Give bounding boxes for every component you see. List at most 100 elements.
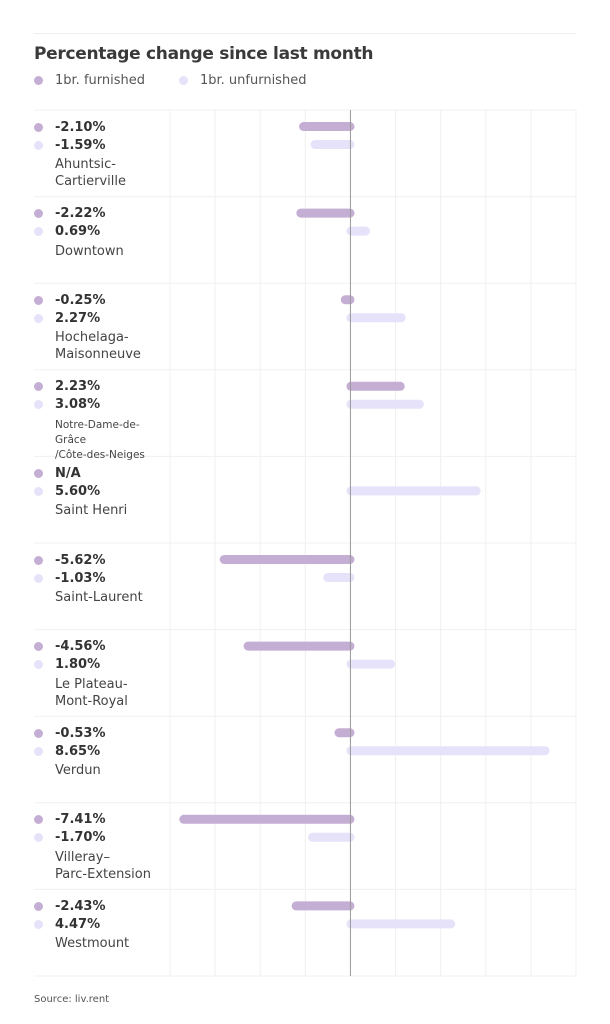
row-label: -0.53% 8.65% Verdun	[34, 724, 164, 779]
value-label: 0.69%	[55, 224, 101, 240]
dot-unfurnished	[34, 140, 43, 150]
chart-title: Percentage change since last month	[34, 44, 374, 64]
bar-unfurnished	[346, 399, 424, 409]
value-unfurnished: -1.70%	[34, 829, 164, 847]
dot-furnished	[34, 728, 43, 738]
value-furnished: -4.56%	[34, 638, 164, 656]
top-divider	[34, 33, 576, 34]
value-unfurnished: 5.60%	[34, 482, 164, 500]
bar-unfurnished	[346, 313, 406, 323]
dot-furnished	[34, 209, 43, 219]
bar-unfurnished	[323, 573, 355, 582]
category-label: Hochelaga- Maisonneuve	[55, 330, 141, 363]
value-label: 2.27%	[55, 310, 101, 326]
value-label: -0.25%	[55, 292, 106, 308]
category-label: Villeray– Parc-Extension	[55, 849, 151, 882]
legend-dot-unfurnished	[178, 76, 188, 85]
category-label: Westmount	[55, 936, 130, 952]
value-label: -5.62%	[55, 552, 106, 568]
dot-unfurnished	[34, 833, 43, 843]
value-furnished: -5.62%	[34, 551, 164, 569]
dot-furnished	[34, 901, 43, 911]
value-label: 8.65%	[55, 743, 101, 759]
dot-unfurnished	[34, 400, 43, 410]
legend-item-furnished: 1br. furnished	[34, 73, 145, 88]
value-label: -4.56%	[55, 639, 106, 655]
bar-furnished	[346, 381, 405, 391]
value-label: -2.10%	[55, 119, 106, 135]
dot-furnished	[34, 555, 43, 565]
value-label: -1.03%	[55, 570, 106, 586]
dot-furnished	[34, 382, 43, 392]
bar-unfurnished	[346, 486, 481, 496]
value-furnished: -0.53%	[34, 724, 164, 742]
bar-furnished	[340, 295, 355, 305]
dot-furnished	[34, 295, 43, 305]
value-furnished: -2.43%	[34, 897, 164, 915]
category-label: Saint Henri	[55, 503, 128, 519]
value-furnished: -2.10%	[34, 118, 164, 136]
bar-unfurnished	[346, 919, 456, 929]
value-label: 3.08%	[55, 397, 101, 413]
bar-furnished	[243, 641, 355, 651]
value-label: 5.60%	[55, 483, 101, 499]
dot-unfurnished	[34, 313, 43, 323]
value-furnished: -2.22%	[34, 205, 164, 223]
bar-unfurnished	[310, 140, 355, 149]
category-label: Ahuntsic- Cartierville	[55, 157, 126, 189]
value-label: 4.47%	[55, 916, 101, 932]
row-label: -5.62% -1.03% Saint-Laurent	[34, 551, 164, 606]
dot-unfurnished	[34, 486, 43, 496]
value-label: -1.70%	[55, 830, 106, 846]
row-label: -2.10% -1.59% Ahuntsic- Cartierville	[34, 118, 164, 190]
value-furnished: N/A	[34, 464, 164, 482]
value-label: -2.43%	[55, 898, 106, 914]
bar-furnished	[219, 555, 355, 564]
category-label: Notre-Dame-de-Grâce/Côte-des-Neiges	[55, 418, 145, 461]
source-note: Source: liv.rent	[34, 994, 110, 1005]
bar-furnished	[299, 122, 355, 131]
category-label: Downtown	[55, 243, 124, 259]
value-unfurnished: -1.59%	[34, 136, 164, 154]
bar-furnished	[334, 728, 355, 738]
row-label: -0.25% 2.27% Hochelaga- Maisonneuve	[34, 291, 164, 363]
row-label: -2.22% 0.69% Downtown	[34, 205, 164, 260]
dot-furnished	[34, 122, 43, 132]
dot-furnished	[34, 642, 43, 652]
value-furnished: -7.41%	[34, 811, 164, 829]
dot-furnished	[34, 815, 43, 825]
row-label: N/A 5.60% Saint Henri	[34, 464, 164, 519]
value-unfurnished: 4.47%	[34, 915, 164, 933]
value-label: -7.41%	[55, 812, 106, 828]
dot-unfurnished	[34, 573, 43, 583]
legend-label-furnished: 1br. furnished	[55, 73, 145, 88]
row-label: -4.56% 1.80% Le Plateau- Mont-Royal	[34, 638, 164, 710]
legend-dot-furnished	[34, 76, 43, 85]
value-unfurnished: 8.65%	[34, 742, 164, 760]
value-furnished: 2.23%	[34, 378, 164, 396]
dot-furnished	[34, 468, 43, 478]
row-label: -7.41% -1.70% Villeray– Parc-Extension	[34, 811, 164, 883]
category-label: Verdun	[55, 763, 101, 779]
value-label: -2.22%	[55, 206, 106, 222]
dot-unfurnished	[34, 227, 43, 237]
bar-furnished	[179, 814, 355, 824]
value-label: -1.59%	[55, 137, 106, 153]
bar-furnished	[291, 901, 355, 911]
category-label: Le Plateau- Mont-Royal	[55, 676, 128, 709]
value-unfurnished: 0.69%	[34, 223, 164, 241]
value-label: 2.23%	[55, 379, 101, 395]
bar-unfurnished	[346, 659, 396, 669]
category-label: Saint-Laurent	[55, 590, 143, 605]
value-unfurnished: -1.03%	[34, 569, 164, 587]
bar-unfurnished	[346, 746, 550, 756]
value-label: -0.53%	[55, 725, 106, 741]
value-label: 1.80%	[55, 657, 101, 673]
dot-unfurnished	[34, 660, 43, 670]
row-label: 2.23% 3.08% Notre-Dame-de-Grâce/Côte-des-N…	[34, 378, 164, 463]
value-label: N/A	[55, 465, 81, 481]
value-furnished: -0.25%	[34, 291, 164, 309]
bar-unfurnished	[308, 832, 355, 842]
value-unfurnished: 1.80%	[34, 656, 164, 674]
